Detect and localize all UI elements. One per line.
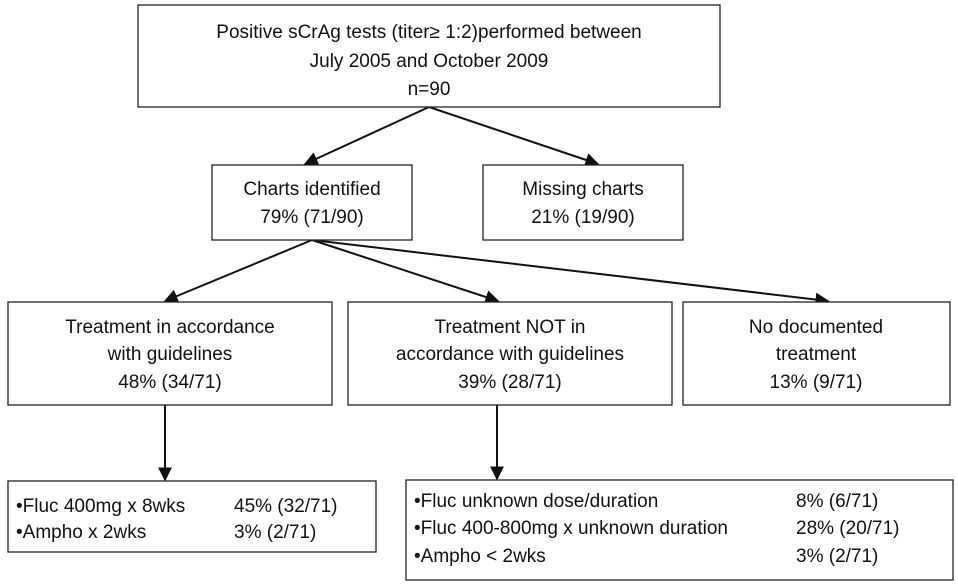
box	[137, 4, 721, 108]
node-text: treatment	[776, 344, 857, 365]
node-text: n=90	[408, 79, 451, 100]
node-text: Treatment in accordance	[65, 317, 274, 338]
list-item: •Fluc unknown dose/duration	[414, 491, 658, 512]
box	[682, 301, 951, 406]
node-text: with guidelines	[107, 344, 233, 365]
node-text: Charts identified	[243, 179, 380, 200]
list-texts: •Fluc 400mg x 8wks 45% (32/71) •Ampho x …	[16, 491, 900, 567]
list-item: •Ampho < 2wks	[414, 546, 546, 567]
list-item: •Ampho x 2wks	[16, 522, 146, 543]
node-text: accordance with guidelines	[396, 344, 624, 365]
list-item: •Fluc 400-800mg x unknown duration	[414, 518, 728, 539]
node-text: No documented	[749, 317, 883, 338]
node-texts: Positive sCrAg tests (titer≥ 1:2)perform…	[65, 22, 883, 393]
node-text: 39% (28/71)	[458, 372, 562, 393]
node-text: 48% (34/71)	[118, 372, 222, 393]
arrows	[158, 106, 830, 482]
node-text: 79% (71/90)	[260, 207, 364, 228]
node-text: Treatment NOT in	[435, 317, 586, 338]
node-text: Missing charts	[522, 179, 643, 200]
node-text: Positive sCrAg tests (titer≥ 1:2)perform…	[216, 22, 641, 43]
arrow	[303, 106, 430, 166]
list-value: 3% (2/71)	[234, 522, 316, 543]
box	[7, 480, 377, 553]
box	[7, 301, 333, 406]
list-item: •Fluc 400mg x 8wks	[16, 496, 185, 517]
arrow	[311, 239, 830, 307]
arrow	[428, 106, 600, 167]
node-text: July 2005 and October 2009	[310, 51, 549, 72]
arrow	[163, 239, 313, 303]
list-value: 3% (2/71)	[796, 546, 878, 567]
list-value: 8% (6/71)	[796, 491, 878, 512]
box	[405, 479, 954, 581]
box	[347, 301, 673, 406]
arrow	[311, 239, 500, 304]
box	[211, 164, 413, 241]
list-value: 28% (20/71)	[796, 518, 900, 539]
list-value: 45% (32/71)	[234, 496, 338, 517]
box	[482, 164, 684, 241]
node-text: 13% (9/71)	[770, 372, 863, 393]
node-text: 21% (19/90)	[531, 207, 635, 228]
